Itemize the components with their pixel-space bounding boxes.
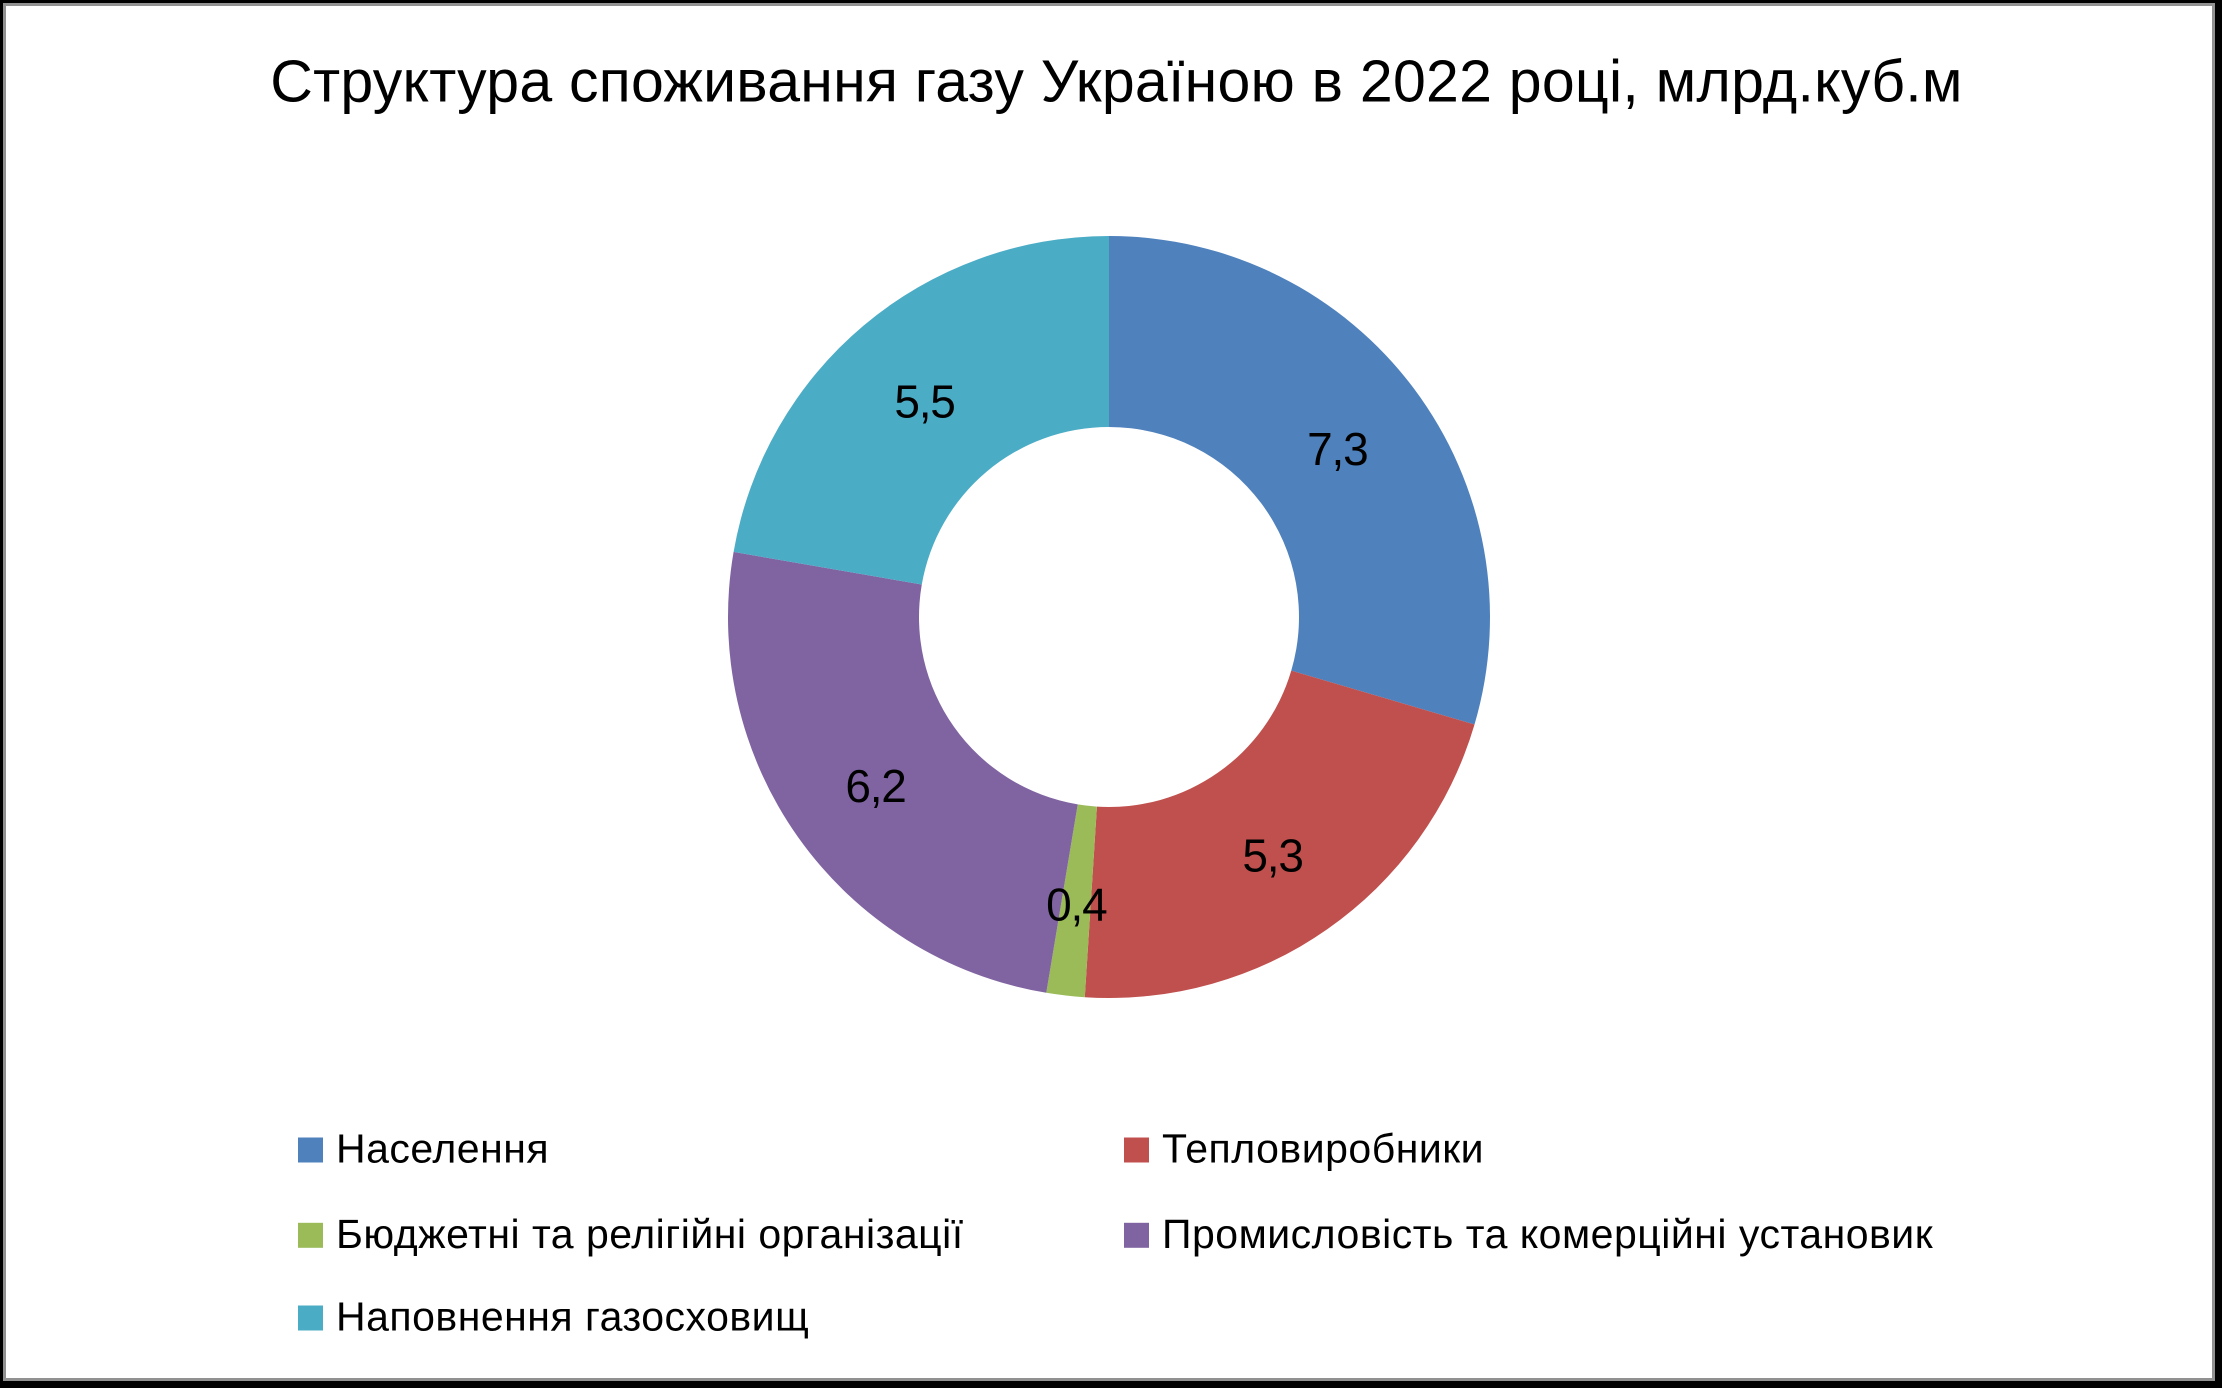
svg-text:Наповнення газосховищ: Наповнення газосховищ bbox=[336, 1294, 809, 1340]
svg-text:0,4: 0,4 bbox=[1046, 878, 1107, 930]
svg-text:Населення: Населення bbox=[336, 1126, 549, 1172]
svg-text:Тепловиробники: Тепловиробники bbox=[1162, 1126, 1484, 1172]
svg-text:5,5: 5,5 bbox=[894, 375, 954, 427]
svg-text:5,3: 5,3 bbox=[1242, 830, 1302, 882]
svg-text:Промисловість та комерційні ус: Промисловість та комерційні установик bbox=[1162, 1211, 1934, 1257]
svg-text:Бюджетні та релігійні організа: Бюджетні та релігійні організації bbox=[336, 1211, 964, 1257]
svg-text:6,2: 6,2 bbox=[845, 760, 905, 812]
svg-text:Структура споживання газу Укра: Структура споживання газу Україною в 202… bbox=[270, 48, 1963, 114]
svg-text:7,3: 7,3 bbox=[1307, 423, 1367, 475]
